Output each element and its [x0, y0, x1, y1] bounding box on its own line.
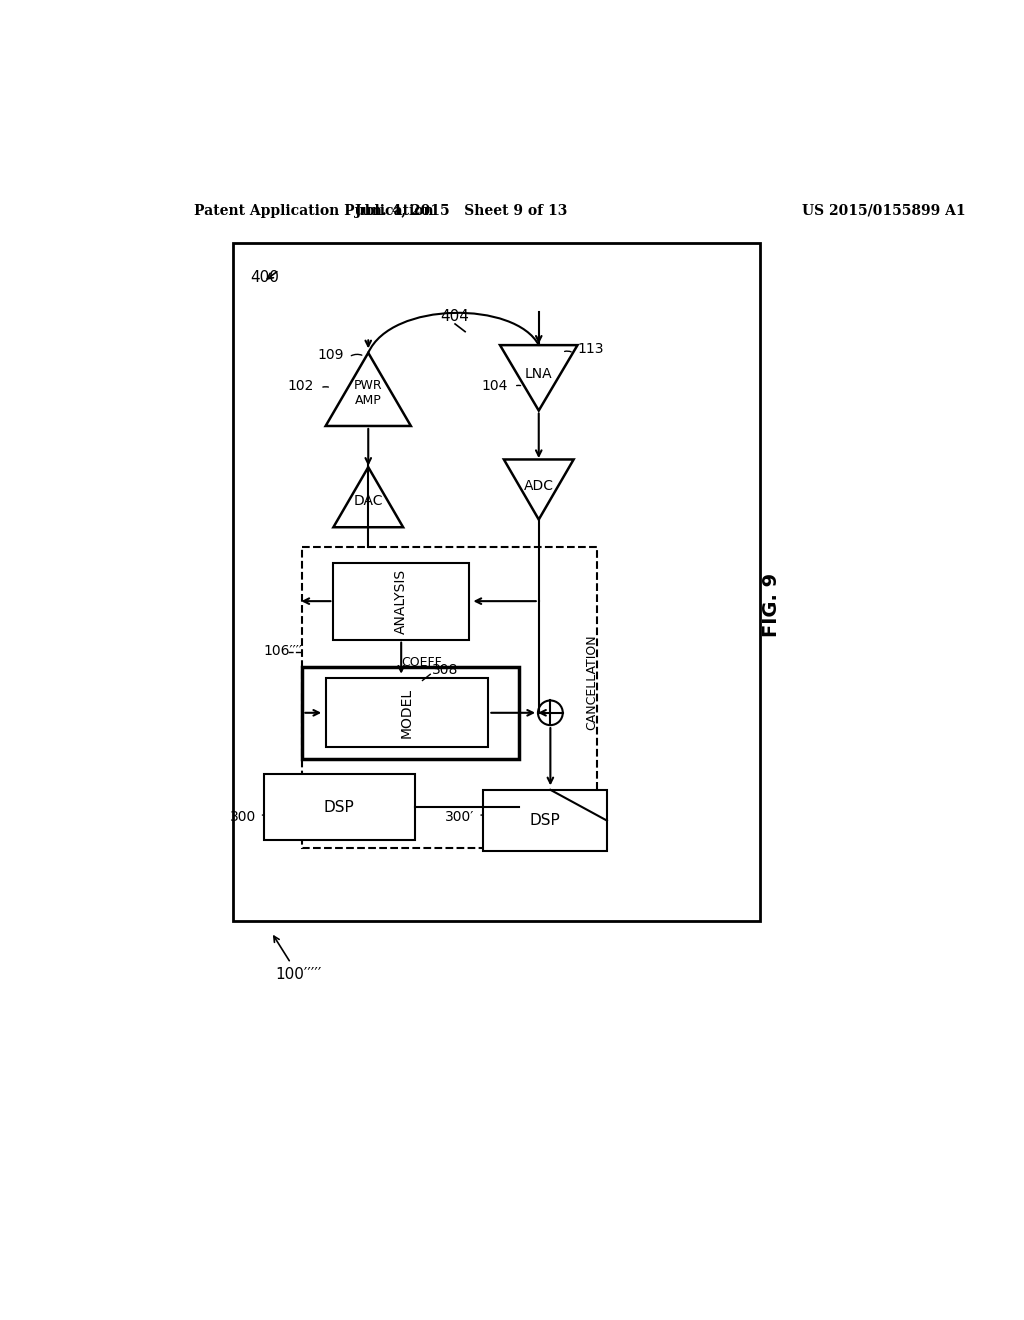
- Text: DAC: DAC: [353, 494, 383, 508]
- FancyBboxPatch shape: [232, 243, 760, 921]
- Text: COEFF.: COEFF.: [400, 656, 443, 669]
- Text: DSP: DSP: [529, 813, 560, 828]
- Text: ADC: ADC: [523, 479, 554, 492]
- Text: ANALYSIS: ANALYSIS: [394, 569, 409, 634]
- Text: MODEL: MODEL: [400, 688, 414, 738]
- Text: 308: 308: [432, 664, 458, 677]
- FancyBboxPatch shape: [334, 562, 469, 640]
- FancyBboxPatch shape: [302, 667, 519, 759]
- Text: US 2015/0155899 A1: US 2015/0155899 A1: [802, 203, 966, 218]
- Text: 300: 300: [229, 809, 256, 824]
- Text: 113: 113: [578, 342, 604, 356]
- FancyBboxPatch shape: [326, 678, 488, 747]
- Text: Jun. 4, 2015   Sheet 9 of 13: Jun. 4, 2015 Sheet 9 of 13: [355, 203, 567, 218]
- FancyBboxPatch shape: [302, 548, 597, 847]
- Text: 100′′′′′: 100′′′′′: [275, 968, 322, 982]
- Text: 400: 400: [251, 271, 280, 285]
- Text: 104: 104: [481, 379, 508, 392]
- FancyBboxPatch shape: [263, 775, 415, 840]
- Text: 102: 102: [288, 379, 314, 392]
- Text: 109: 109: [317, 347, 343, 362]
- Text: DSP: DSP: [324, 800, 354, 814]
- Text: Patent Application Publication: Patent Application Publication: [194, 203, 433, 218]
- Text: LNA: LNA: [525, 367, 553, 381]
- Text: 106′′′′: 106′′′′: [263, 644, 303, 659]
- Text: PWR
AMP: PWR AMP: [354, 379, 383, 408]
- Text: CANCELLATION: CANCELLATION: [586, 634, 598, 730]
- FancyBboxPatch shape: [483, 789, 607, 851]
- Text: 404: 404: [440, 309, 469, 323]
- Text: 300′: 300′: [445, 809, 474, 824]
- Text: FIG. 9: FIG. 9: [762, 573, 780, 638]
